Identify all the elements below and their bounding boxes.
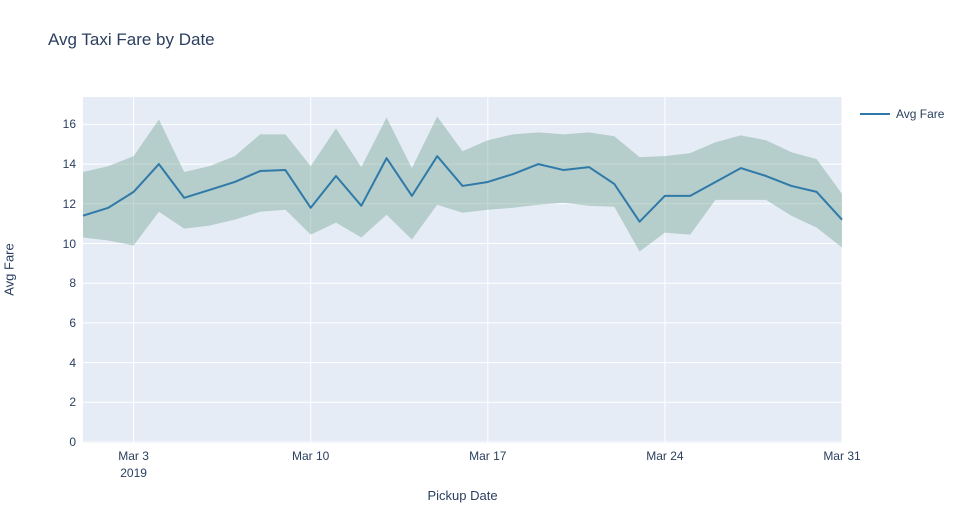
x-tick-label: Mar 17 [469, 449, 507, 463]
x-tick-label: Mar 10 [292, 449, 330, 463]
x-axis-title: Pickup Date [427, 488, 498, 503]
plot-area-background[interactable] [83, 97, 842, 443]
y-tick-label: 2 [69, 395, 76, 410]
x-tick-label: Mar 24 [646, 449, 684, 463]
y-tick-label: 6 [69, 315, 76, 330]
chart-title: Avg Taxi Fare by Date [48, 30, 215, 49]
y-tick-label: 12 [62, 196, 76, 211]
y-axis-title: Avg Fare [1, 243, 17, 296]
legend-item-avg-fare[interactable]: Avg Fare [860, 107, 944, 121]
y-tick-label: 4 [69, 355, 76, 370]
x-tick-label: Mar 3 [118, 449, 149, 463]
legend-line-icon [860, 113, 890, 115]
legend-label: Avg Fare [896, 107, 945, 121]
confidence-band [83, 116, 842, 252]
y-tick-label: 16 [62, 117, 76, 132]
y-tick-label: 10 [62, 236, 76, 251]
avg-fare-line[interactable] [82, 155, 843, 223]
y-tick-label: 14 [62, 157, 76, 172]
y-tick-label: 0 [69, 435, 76, 449]
x-tick-sublabel: 2019 [120, 466, 147, 480]
y-tick-label: 8 [69, 276, 76, 291]
x-tick-label: Mar 31 [823, 449, 861, 463]
